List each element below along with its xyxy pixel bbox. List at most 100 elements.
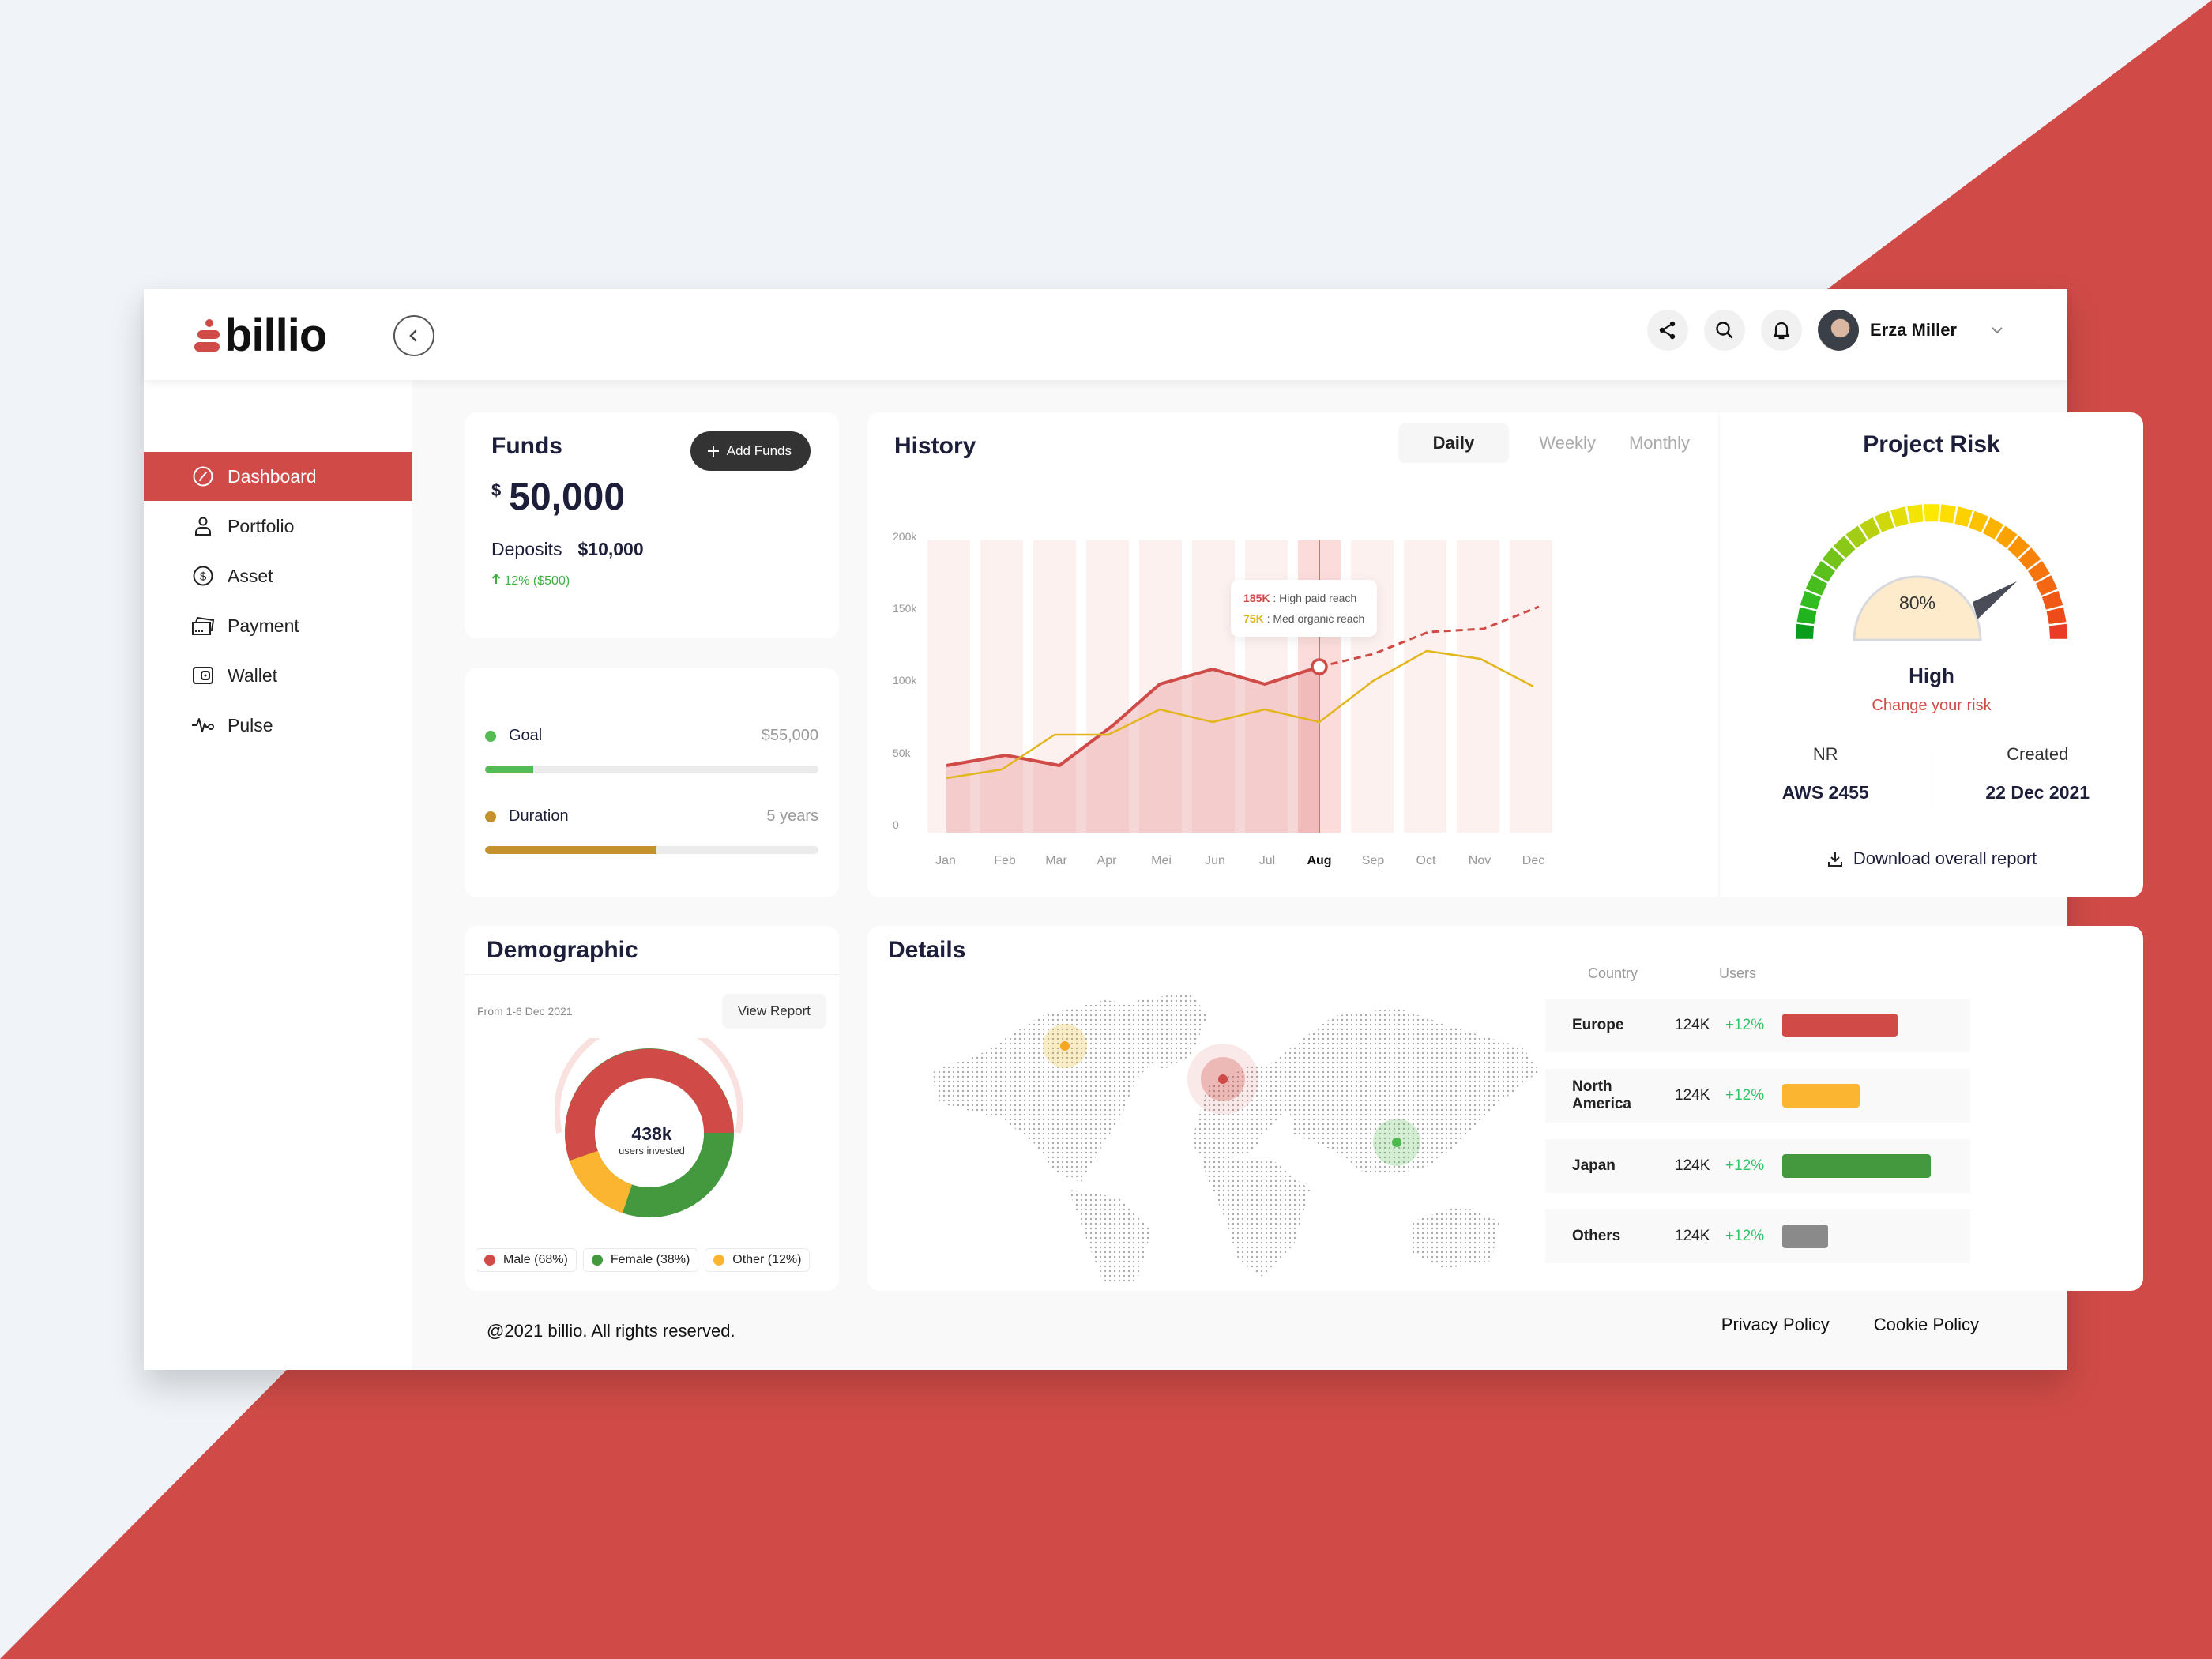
tooltip-label-2: : Med organic reach <box>1266 612 1365 625</box>
svg-text:Nov: Nov <box>1469 854 1491 867</box>
wallet-icon <box>191 664 215 687</box>
change-risk-link[interactable]: Change your risk <box>1872 697 1992 714</box>
sidebar: Dashboard Portfolio $ Asset Payment Wall… <box>144 380 412 1370</box>
sidebar-item-label: Payment <box>228 615 299 636</box>
cookie-policy-link[interactable]: Cookie Policy <box>1873 1315 1979 1334</box>
col-country: Country <box>1588 965 1638 981</box>
sidebar-item-label: Wallet <box>228 664 278 686</box>
table-row[interactable]: Japan 124K +12% <box>1545 1139 1970 1193</box>
tooltip-value-2: 75K <box>1243 612 1264 625</box>
legend-female: Female (38%) <box>582 1248 699 1272</box>
nr-label: NR <box>1812 744 1838 764</box>
sidebar-item-asset[interactable]: $ Asset <box>144 551 412 600</box>
user-icon <box>191 514 215 538</box>
svg-text:Jan: Jan <box>935 854 956 867</box>
funds-card: Funds Add Funds $ 50,000 Deposits $10,000… <box>465 412 839 638</box>
risk-title: Project Risk <box>1863 431 2000 457</box>
amount-value: 50,000 <box>509 476 626 518</box>
footer-links: Privacy Policy Cookie Policy <box>1721 1315 1979 1335</box>
brand-name: billio <box>224 309 327 361</box>
risk-percent: 80% <box>1899 592 1936 613</box>
copyright: @2021 billio. All rights reserved. <box>487 1321 735 1341</box>
table-row[interactable]: Others 124K +12% <box>1545 1209 1970 1263</box>
top-bar: billio Erza Miller <box>144 289 2067 380</box>
dollar-circle-icon: $ <box>191 564 215 588</box>
search-button[interactable] <box>1703 310 1745 351</box>
avatar[interactable] <box>1817 310 1859 351</box>
collapse-sidebar-button[interactable] <box>393 315 434 356</box>
currency-symbol: $ <box>491 480 502 500</box>
risk-info: NR AWS 2455 Created 22 Dec 2021 <box>1720 744 2143 807</box>
plus-icon <box>707 446 719 457</box>
project-risk-card: Project Risk 80% High Change your risk N… <box>1720 412 2143 897</box>
view-report-button[interactable]: View Report <box>721 994 826 1029</box>
donut-legend: Male (68%) Female (38%) Other (12%) <box>476 1248 833 1272</box>
privacy-policy-link[interactable]: Privacy Policy <box>1721 1315 1830 1334</box>
col-users: Users <box>1719 965 1757 981</box>
svg-text:$: $ <box>200 570 207 584</box>
chevron-left-icon <box>409 329 417 342</box>
svg-text:Mei: Mei <box>1151 854 1172 867</box>
download-label: Download overall report <box>1853 848 2037 868</box>
details-card: Details <box>867 926 2143 1291</box>
goal-progress-bar <box>485 766 818 773</box>
sidebar-item-portfolio[interactable]: Portfolio <box>144 502 412 551</box>
table-row[interactable]: Europe 124K +12% <box>1545 999 1970 1052</box>
deposits: Deposits $10,000 <box>491 539 644 560</box>
svg-text:100k: 100k <box>893 674 917 687</box>
logo[interactable]: billio <box>194 309 327 361</box>
tooltip-value-1: 185K <box>1243 592 1270 604</box>
created-label: Created <box>2007 744 2069 764</box>
sidebar-item-payment[interactable]: Payment <box>144 601 412 650</box>
notifications-button[interactable] <box>1760 310 1802 351</box>
legend-male: Male (68%) <box>476 1248 577 1272</box>
sidebar-item-label: Dashboard <box>228 465 317 487</box>
svg-text:Oct: Oct <box>1416 854 1436 867</box>
svg-text:0: 0 <box>893 818 899 831</box>
svg-text:Apr: Apr <box>1097 854 1118 867</box>
add-funds-button[interactable]: Add Funds <box>690 431 811 471</box>
sidebar-item-label: Pulse <box>228 714 273 735</box>
goals-card: Goal $55,000 Duration 5 years <box>465 668 839 897</box>
share-icon <box>1659 321 1676 340</box>
table-row[interactable]: North America 124K +12% <box>1545 1069 1970 1123</box>
sidebar-item-pulse[interactable]: Pulse <box>144 701 412 750</box>
search-icon <box>1716 322 1733 339</box>
svg-text:150k: 150k <box>893 602 917 615</box>
sidebar-item-wallet[interactable]: Wallet <box>144 651 412 700</box>
tab-daily[interactable]: Daily <box>1398 423 1510 463</box>
created-value: 22 Dec 2021 <box>1985 782 2090 803</box>
deposits-value: $10,000 <box>577 539 644 559</box>
risk-level: High <box>1909 664 1954 687</box>
goal-row: Goal $55,000 <box>485 727 818 773</box>
total-users: 438k <box>631 1123 672 1144</box>
download-report-link[interactable]: Download overall report <box>1720 848 2143 869</box>
arrow-up-icon <box>491 574 501 584</box>
duration-dot-icon <box>485 811 496 822</box>
chevron-down-icon[interactable] <box>1990 325 2004 335</box>
funds-growth: 12% ($500) <box>491 574 570 589</box>
world-map <box>931 992 1539 1285</box>
svg-text:Aug: Aug <box>1307 854 1331 867</box>
share-button[interactable] <box>1646 310 1688 351</box>
duration-progress-bar <box>485 846 818 854</box>
duration-label: Duration <box>509 807 569 825</box>
svg-text:Feb: Feb <box>994 854 1016 867</box>
tab-monthly[interactable]: Monthly <box>1628 433 1690 453</box>
history-tabs: Daily Weekly Monthly <box>1398 423 1704 463</box>
usage-bar <box>1782 1084 1860 1108</box>
sidebar-item-dashboard[interactable]: Dashboard <box>144 452 412 501</box>
nr-value: AWS 2455 <box>1781 782 1869 803</box>
goal-value: $55,000 <box>761 727 818 744</box>
user-name[interactable]: Erza Miller <box>1869 320 1957 340</box>
top-actions: Erza Miller <box>1646 310 2004 351</box>
svg-text:200k: 200k <box>893 530 917 543</box>
usage-bar <box>1782 1154 1931 1178</box>
funds-amount: $ 50,000 <box>491 476 625 519</box>
tooltip-label-1: : High paid reach <box>1273 592 1357 604</box>
demographic-card: Demographic From 1-6 Dec 2021 View Repor… <box>465 926 839 1291</box>
tab-weekly[interactable]: Weekly <box>1539 433 1596 453</box>
growth-value: 12% ($500) <box>504 574 570 588</box>
sidebar-item-label: Asset <box>228 565 273 586</box>
history-card: History Daily Weekly Monthly 0 50k 100k … <box>867 412 1718 897</box>
